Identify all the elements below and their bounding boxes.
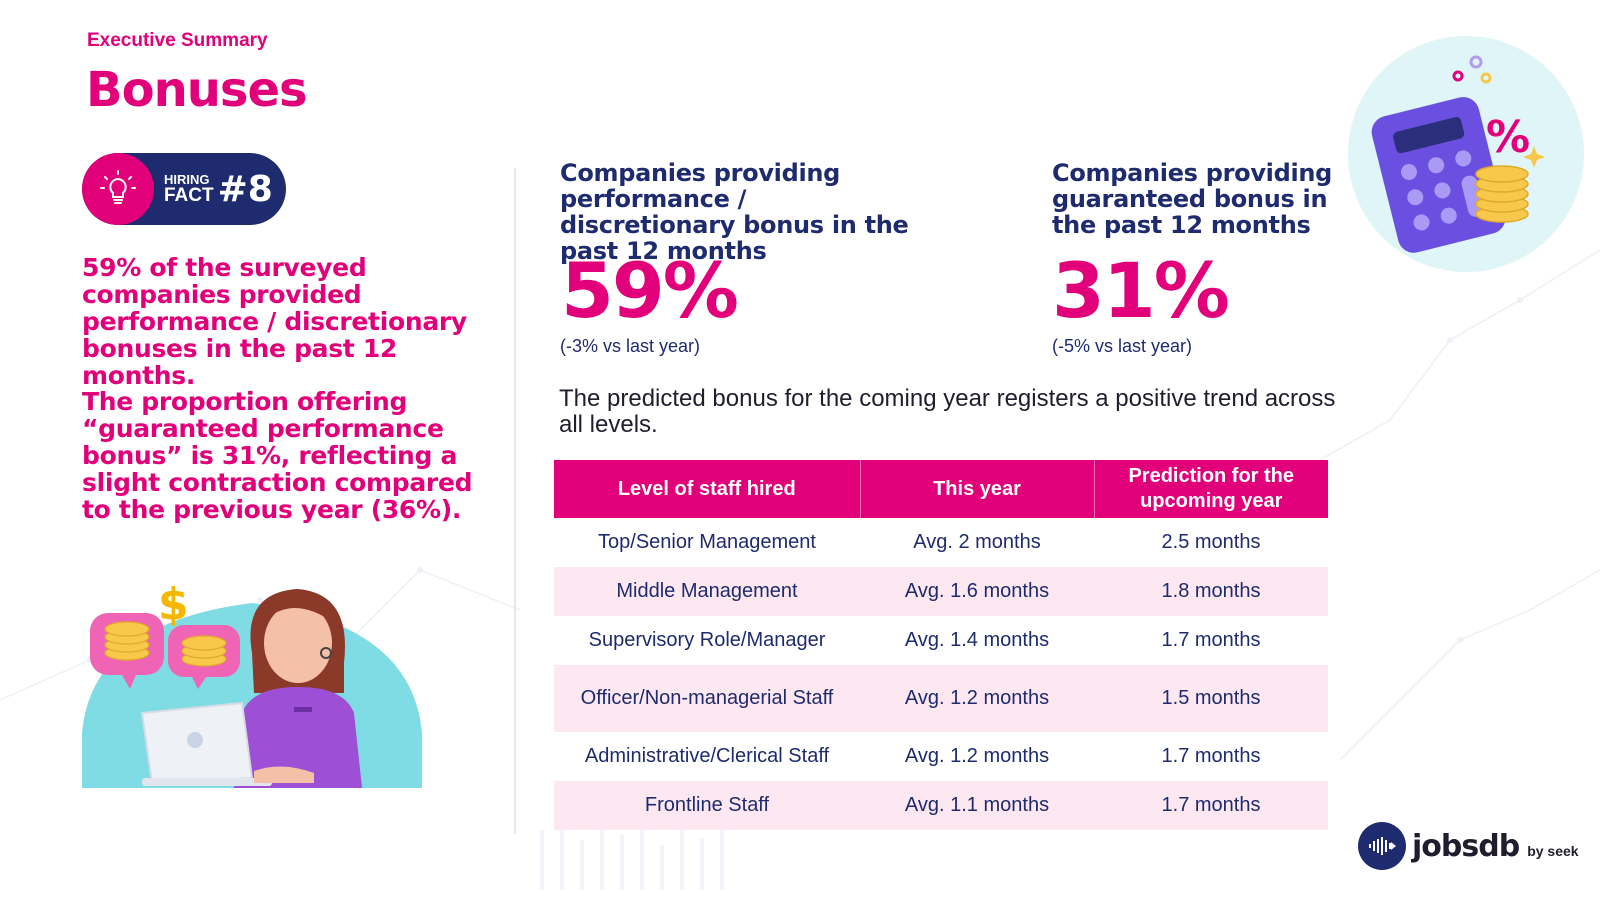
table-row: Middle Management Avg. 1.6 months 1.8 mo… xyxy=(554,567,1328,616)
table-header-row: Level of staff hired This year Predictio… xyxy=(554,460,1328,518)
table-row: Supervisory Role/Manager Avg. 1.4 months… xyxy=(554,616,1328,665)
column-divider xyxy=(514,168,516,834)
cell-this-year: Avg. 1.2 months xyxy=(860,665,1094,732)
table-row: Top/Senior Management Avg. 2 months 2.5 … xyxy=(554,518,1328,567)
cell-prediction: 1.7 months xyxy=(1094,781,1328,830)
logo-by-seek: by seek xyxy=(1527,843,1579,859)
jobsdb-logo: jobsdb by seek xyxy=(1358,822,1579,870)
svg-text:%: % xyxy=(1486,112,1530,163)
cell-level: Frontline Staff xyxy=(554,781,860,830)
fact-paragraph-1: 59% of the surveyed companies provided p… xyxy=(82,253,467,390)
stat-value-performance: 59% xyxy=(561,246,739,335)
column-header-level: Level of staff hired xyxy=(554,460,861,518)
cell-prediction: 1.8 months xyxy=(1094,567,1328,616)
cell-prediction: 1.7 months xyxy=(1161,629,1261,651)
fact-paragraph-2: The proportion offering “guaranteed perf… xyxy=(82,387,473,524)
table-row: Administrative/Clerical Staff Avg. 1.2 m… xyxy=(554,732,1328,781)
cell-this-year: Avg. 1.2 months xyxy=(904,745,1050,767)
cell-level: Middle Management xyxy=(554,567,860,616)
hiring-fact-badge: HIRING FACT #8 xyxy=(82,153,286,225)
logo-wordmark: jobsdb xyxy=(1412,828,1520,864)
cell-this-year: Avg. 1.1 months xyxy=(860,781,1094,830)
svg-text:$: $ xyxy=(158,583,189,630)
lightbulb-icon xyxy=(82,153,154,225)
badge-number: #8 xyxy=(217,168,273,210)
stat-heading-performance: Companies providing performance / discre… xyxy=(560,159,909,265)
cell-level: Top/Senior Management xyxy=(598,531,816,553)
cell-this-year: Avg. 2 months xyxy=(913,531,1041,553)
cell-prediction: 1.7 months xyxy=(1161,745,1261,767)
cell-level: Officer/Non-managerial Staff xyxy=(554,665,860,732)
column-header-this-year: This year xyxy=(860,460,1095,518)
cell-prediction: 1.5 months xyxy=(1094,665,1328,732)
cell-level: Administrative/Clerical Staff xyxy=(584,745,830,767)
section-eyebrow: Executive Summary xyxy=(87,30,268,51)
stat-change-performance: (-3% vs last year) xyxy=(560,336,701,356)
trend-statement: The predicted bonus for the coming year … xyxy=(559,385,1336,438)
cell-prediction: 2.5 months xyxy=(1161,531,1261,553)
badge-label-line1: HIRING xyxy=(164,172,210,187)
stat-change-guaranteed: (-5% vs last year) xyxy=(1052,336,1193,356)
stat-heading-guaranteed: Companies providing guaranteed bonus in … xyxy=(1052,159,1333,239)
stat-value-guaranteed: 31% xyxy=(1052,246,1230,335)
page-title: Bonuses xyxy=(86,62,308,118)
jobsdb-logo-mark-icon xyxy=(1358,822,1406,870)
table-row: Officer/Non-managerial Staff Avg. 1.2 mo… xyxy=(554,665,1328,732)
cell-level: Supervisory Role/Manager xyxy=(588,629,826,651)
woman-laptop-coins-dollar-illustration: $ xyxy=(82,583,422,788)
calculator-percent-coins-illustration: % xyxy=(1348,36,1584,272)
cell-this-year: Avg. 1.6 months xyxy=(860,567,1094,616)
column-header-prediction: Prediction for the upcoming year xyxy=(1094,460,1328,518)
badge-label-line2: FACT xyxy=(164,185,214,206)
table-row: Frontline Staff Avg. 1.1 months 1.7 mont… xyxy=(554,781,1328,830)
bonus-table: Level of staff hired This year Predictio… xyxy=(554,460,1328,830)
cell-this-year: Avg. 1.4 months xyxy=(904,629,1050,651)
